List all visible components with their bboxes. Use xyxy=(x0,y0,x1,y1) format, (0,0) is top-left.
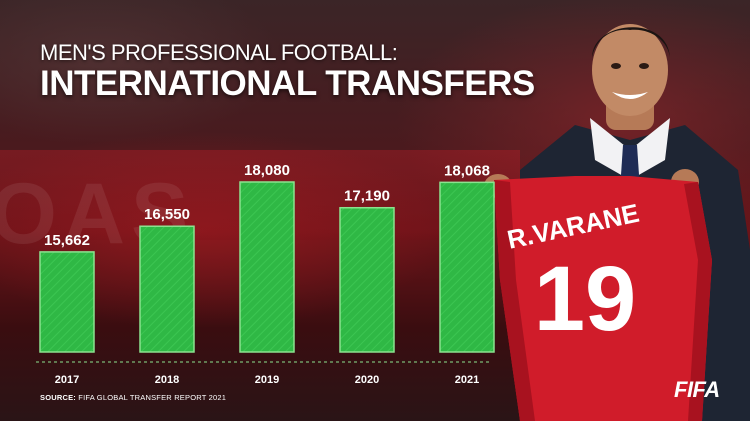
category-label-2021: 2021 xyxy=(455,374,479,386)
shirt-collar xyxy=(590,118,670,180)
value-label-2021: 18,068 xyxy=(444,162,490,179)
category-label-2019: 2019 xyxy=(255,374,279,386)
player-photo xyxy=(484,24,750,421)
category-label-2018: 2018 xyxy=(155,374,179,386)
category-label-2017: 2017 xyxy=(55,374,79,386)
jersey xyxy=(494,176,712,421)
bar-2021 xyxy=(439,181,495,353)
source-note: SOURCE: FIFA GLOBAL TRANSFER REPORT 2021 xyxy=(40,393,226,402)
chart-subtitle: MEN'S PROFESSIONAL FOOTBALL: xyxy=(40,40,398,65)
jersey-name: R.VARANE xyxy=(505,198,642,255)
value-label-2018: 16,550 xyxy=(144,206,190,223)
value-label-2017: 15,662 xyxy=(44,232,90,249)
chart-title: INTERNATIONAL TRANSFERS xyxy=(40,64,535,103)
bar-2019 xyxy=(239,181,295,353)
source-label: SOURCE: xyxy=(40,393,76,402)
bar-2017 xyxy=(39,251,95,353)
jersey-number: 19 xyxy=(534,248,636,350)
value-label-2019: 18,080 xyxy=(244,162,290,179)
source-text: FIFA GLOBAL TRANSFER REPORT 2021 xyxy=(78,393,227,402)
player-head xyxy=(592,24,668,116)
fifa-logo: FIFA xyxy=(674,377,720,402)
value-label-2020: 17,190 xyxy=(344,188,390,205)
bar-2020 xyxy=(339,206,395,353)
bar-2018 xyxy=(139,225,195,353)
category-label-2020: 2020 xyxy=(355,374,379,386)
